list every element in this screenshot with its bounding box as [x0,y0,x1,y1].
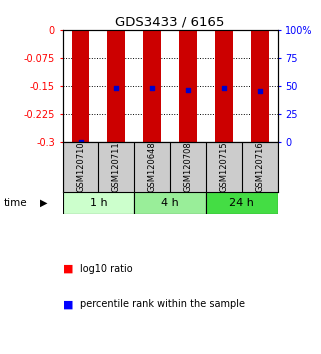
Text: 24 h: 24 h [230,198,254,208]
Text: time: time [3,198,27,208]
Text: ▶: ▶ [39,198,47,208]
Bar [72,30,90,142]
Text: log10 ratio: log10 ratio [80,264,133,274]
Bar [63,192,134,214]
Text: GSM120716: GSM120716 [255,142,264,193]
Point [150,86,155,91]
Bar [143,30,161,142]
Bar [215,30,233,142]
Bar [206,192,278,214]
Bar [134,192,206,214]
Bar [251,30,269,142]
Text: ■: ■ [63,264,73,274]
Text: percentile rank within the sample: percentile rank within the sample [80,299,245,309]
Point [78,139,83,145]
Text: ■: ■ [63,299,73,309]
Point [114,86,119,91]
Text: 1 h: 1 h [90,198,107,208]
Text: GSM120710: GSM120710 [76,142,85,192]
Point [257,88,262,93]
Text: GSM120708: GSM120708 [184,142,193,193]
Text: GSM120648: GSM120648 [148,142,157,193]
Text: GSM120715: GSM120715 [219,142,229,192]
Point [186,87,191,92]
Text: 4 h: 4 h [161,198,179,208]
Title: GDS3433 / 6165: GDS3433 / 6165 [116,16,225,29]
Bar [179,30,197,142]
Text: GSM120711: GSM120711 [112,142,121,192]
Bar [108,30,125,142]
Point [221,86,226,91]
